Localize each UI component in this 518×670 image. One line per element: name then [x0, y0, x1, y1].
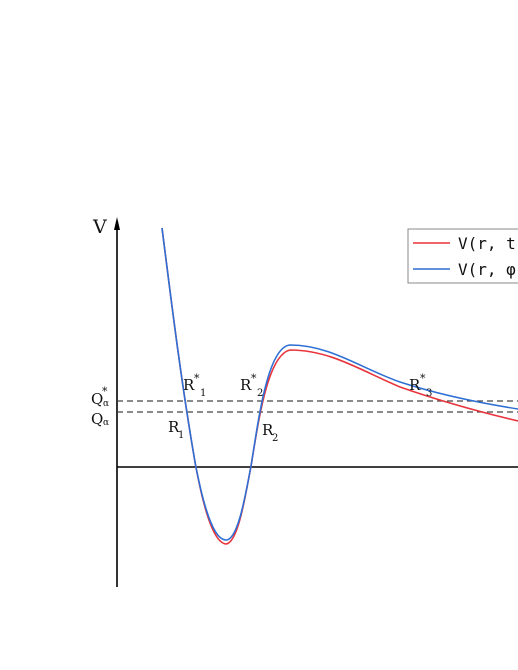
legend-label-red: V(r, t, [458, 234, 518, 253]
svg-text:α: α [103, 418, 109, 428]
upper-level-label: Q * α [91, 385, 109, 409]
svg-text:*: * [420, 372, 426, 385]
svg-text:R: R [240, 376, 252, 394]
r1-label: R 1 [168, 418, 184, 441]
svg-text:2: 2 [272, 433, 278, 444]
lower-level-label: Q α [91, 410, 109, 428]
legend: V(r, t, V(r, φ) [407, 228, 518, 284]
y-axis-label: V [92, 216, 107, 238]
svg-text:Q: Q [91, 410, 103, 428]
legend-box [407, 228, 518, 284]
legend-label-blue: V(r, φ) [458, 260, 518, 279]
svg-text:R: R [409, 376, 421, 394]
svg-text:R: R [168, 418, 180, 436]
svg-text:2: 2 [257, 388, 263, 399]
r2-star-label: R * 2 [240, 372, 263, 399]
r2-label: R 2 [262, 421, 278, 444]
potential-curve-blue [161, 227, 518, 541]
svg-text:*: * [102, 385, 108, 398]
svg-text:R: R [183, 376, 195, 394]
y-axis-arrow [114, 217, 120, 230]
svg-text:1: 1 [178, 430, 184, 441]
svg-text:α: α [103, 399, 109, 409]
svg-text:*: * [251, 372, 257, 385]
svg-text:*: * [194, 372, 200, 385]
svg-text:1: 1 [200, 388, 206, 399]
r1-star-label: R * 1 [183, 372, 206, 399]
r3-star-label: R * 3 [409, 372, 432, 399]
svg-text:R: R [262, 421, 274, 439]
svg-text:3: 3 [426, 388, 432, 399]
svg-text:Q: Q [91, 390, 103, 408]
